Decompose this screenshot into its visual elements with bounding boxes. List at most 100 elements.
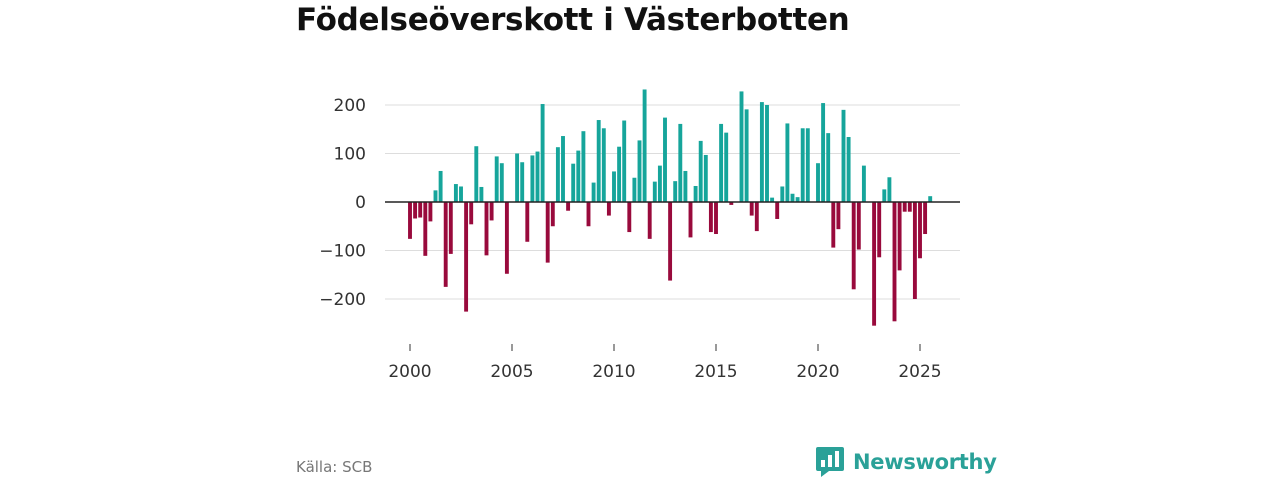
y-tick-label: 200 xyxy=(334,96,366,116)
bar xyxy=(821,103,826,202)
bar xyxy=(826,133,831,202)
bar xyxy=(591,182,596,202)
bar xyxy=(790,193,795,202)
bar xyxy=(739,91,744,202)
bar xyxy=(443,202,448,287)
bar xyxy=(596,120,601,202)
bar xyxy=(714,202,718,235)
bar xyxy=(795,197,800,202)
x-tick-label: 2015 xyxy=(694,362,737,382)
brand-name: Newsworthy xyxy=(853,450,997,474)
bar xyxy=(887,177,892,202)
bar xyxy=(499,163,504,202)
bar xyxy=(928,196,933,202)
bar xyxy=(918,202,922,259)
bar xyxy=(535,151,540,202)
bar xyxy=(494,156,499,202)
gridlines xyxy=(385,104,960,300)
bar xyxy=(408,202,412,239)
x-tick-label: 2005 xyxy=(490,362,533,382)
bar xyxy=(647,202,652,239)
bar xyxy=(800,128,805,202)
bar xyxy=(433,190,438,202)
bar xyxy=(708,202,713,233)
bar xyxy=(448,202,453,254)
bar xyxy=(846,137,851,202)
bar xyxy=(413,202,418,219)
bar xyxy=(617,146,622,202)
bar xyxy=(612,171,616,202)
bar xyxy=(423,202,428,256)
bar xyxy=(836,202,841,230)
bar xyxy=(877,202,882,258)
bar-chart-icon xyxy=(816,447,844,477)
y-tick-label: −200 xyxy=(319,290,366,310)
bar xyxy=(545,202,550,263)
bar xyxy=(540,104,545,202)
bar xyxy=(897,202,902,271)
bar xyxy=(805,128,810,202)
bar xyxy=(520,162,525,202)
bar xyxy=(744,109,749,202)
bar xyxy=(907,202,912,212)
bar xyxy=(785,123,790,202)
bar xyxy=(693,185,698,202)
x-tick-label: 2020 xyxy=(796,362,839,382)
bar xyxy=(642,89,647,202)
bar xyxy=(678,123,683,202)
bar xyxy=(856,202,861,250)
brand-logo: Newsworthy xyxy=(815,446,997,478)
chart: −200 −100 0 100 200 2000 2005 2010 2015 2020 2025 xyxy=(319,89,960,382)
bar xyxy=(566,202,571,211)
bar xyxy=(464,202,469,312)
bar xyxy=(663,117,667,202)
bar xyxy=(438,170,443,202)
bar xyxy=(703,154,708,202)
bar xyxy=(504,202,509,274)
bar xyxy=(882,189,887,202)
bar xyxy=(550,202,555,227)
bar xyxy=(479,186,484,202)
x-tick-label: 2000 xyxy=(388,362,431,382)
bar xyxy=(923,202,928,235)
bar xyxy=(851,202,856,290)
bar xyxy=(581,131,586,202)
bar xyxy=(749,202,754,216)
bar xyxy=(484,202,489,256)
bar xyxy=(780,186,785,202)
bar xyxy=(428,202,433,222)
bar xyxy=(841,109,846,202)
bar xyxy=(627,202,632,233)
y-tick-label: −100 xyxy=(319,242,366,262)
bar xyxy=(861,165,866,202)
bar xyxy=(775,202,780,219)
bar xyxy=(759,102,764,202)
bar xyxy=(606,202,611,216)
bar xyxy=(601,128,606,202)
bar xyxy=(765,105,769,202)
bar xyxy=(418,202,423,218)
bars xyxy=(408,89,933,326)
bar xyxy=(872,202,877,326)
bar xyxy=(525,202,530,242)
chart-title: Födelseöverskott i Västerbotten xyxy=(296,2,850,38)
bar xyxy=(637,140,642,202)
bar xyxy=(688,202,693,238)
bar xyxy=(831,202,836,248)
y-tick-label: 0 xyxy=(355,193,366,213)
bar xyxy=(469,202,474,225)
y-tick-label: 100 xyxy=(334,145,366,165)
x-axis: 2000 2005 2010 2015 2020 2025 xyxy=(388,344,942,382)
bar xyxy=(902,202,907,212)
bar xyxy=(555,147,560,202)
bar xyxy=(816,163,820,202)
bar xyxy=(576,150,581,202)
bar xyxy=(453,184,458,202)
bar xyxy=(668,202,673,281)
bar xyxy=(515,153,520,202)
bar xyxy=(770,197,775,202)
bar xyxy=(489,202,494,221)
bar xyxy=(632,177,637,202)
x-tick-label: 2025 xyxy=(898,362,941,382)
bar xyxy=(892,202,897,322)
